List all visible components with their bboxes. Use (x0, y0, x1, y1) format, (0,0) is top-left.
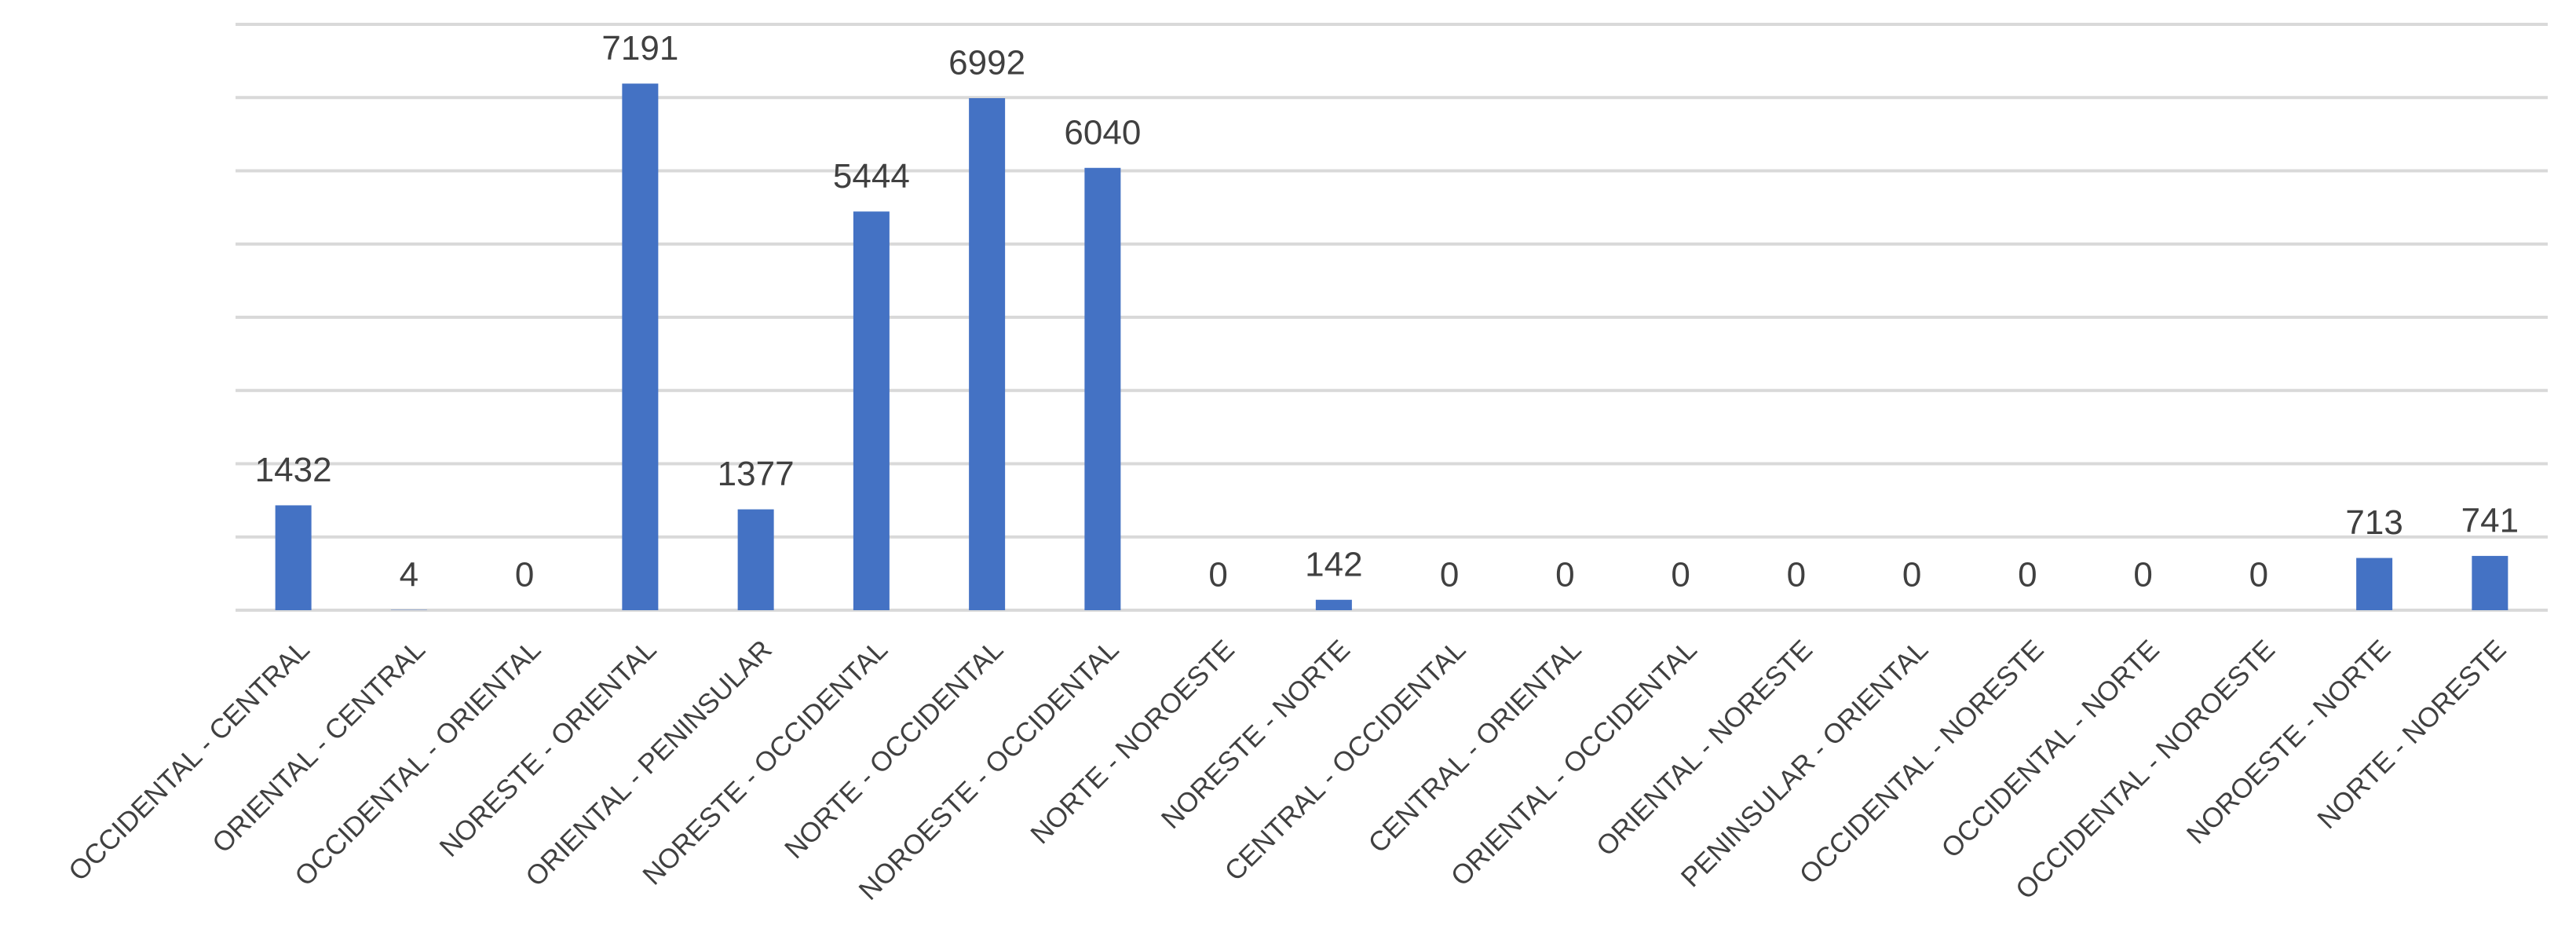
bar (853, 211, 890, 610)
x-tick-label: NORESTE - NORTE (1156, 635, 1356, 835)
x-tick-label: ORIENTAL - NORESTE (1591, 635, 1818, 862)
bar (969, 97, 1006, 611)
value-label: 0 (1671, 556, 1690, 594)
x-tick-label: NOROESTE - NORTE (2181, 635, 2397, 850)
x-tick-label: NORTE - OCCIDENTAL (779, 635, 1009, 865)
x-tick-label: OCCIDENTAL - NORTE (1935, 635, 2165, 865)
value-label: 5444 (833, 157, 910, 196)
x-tick-label: CENTRAL - OCCIDENTAL (1219, 635, 1471, 887)
value-label: 1377 (718, 455, 795, 493)
value-label: 0 (1555, 556, 1574, 594)
x-tick-label: NORTE - NORESTE (2311, 635, 2512, 835)
x-tick-label: PENINSULAR - ORIENTAL (1675, 635, 1935, 894)
value-label: 6040 (1064, 113, 1141, 152)
bar (737, 509, 774, 610)
value-label: 142 (1305, 545, 1362, 583)
bar (2472, 555, 2508, 610)
value-label: 1432 (255, 451, 332, 489)
x-tick-label: CENTRAL - ORIENTAL (1362, 635, 1587, 859)
value-label: 713 (2345, 503, 2402, 542)
value-label: 741 (2461, 502, 2519, 540)
bar (1315, 599, 1352, 610)
value-label: 0 (1440, 556, 1459, 594)
x-tick-label: ORIENTAL - OCCIDENTAL (1445, 635, 1703, 892)
value-label: 0 (2018, 556, 2037, 594)
x-tick-label: OCCIDENTAL - CENTRAL (63, 635, 316, 887)
value-label: 0 (515, 556, 534, 594)
x-tick-label: NORESTE - OCCIDENTAL (637, 635, 893, 891)
value-label: 0 (1208, 556, 1227, 594)
bar (622, 83, 659, 610)
value-label: 4 (400, 555, 418, 594)
value-label: 0 (1902, 556, 1921, 594)
x-tick-label: ORIENTAL - PENINSULAR (520, 635, 778, 893)
x-tick-label: ORIENTAL - CENTRAL (206, 635, 431, 859)
x-tick-label: OCCIDENTAL - NORESTE (1794, 635, 2050, 891)
value-label: 0 (2133, 556, 2152, 594)
bar (275, 505, 312, 610)
value-label: 7191 (601, 29, 678, 68)
x-tick-label: OCCIDENTAL - ORIENTAL (289, 635, 546, 892)
bar (1084, 167, 1121, 610)
value-label: 0 (2249, 556, 2268, 594)
x-tick-label: NORTE - NOROESTE (1025, 635, 1240, 850)
value-label: 6992 (948, 44, 1025, 82)
value-label: 0 (1787, 556, 1806, 594)
bar (2356, 558, 2393, 610)
x-tick-label: NORESTE - ORIENTAL (433, 635, 662, 863)
